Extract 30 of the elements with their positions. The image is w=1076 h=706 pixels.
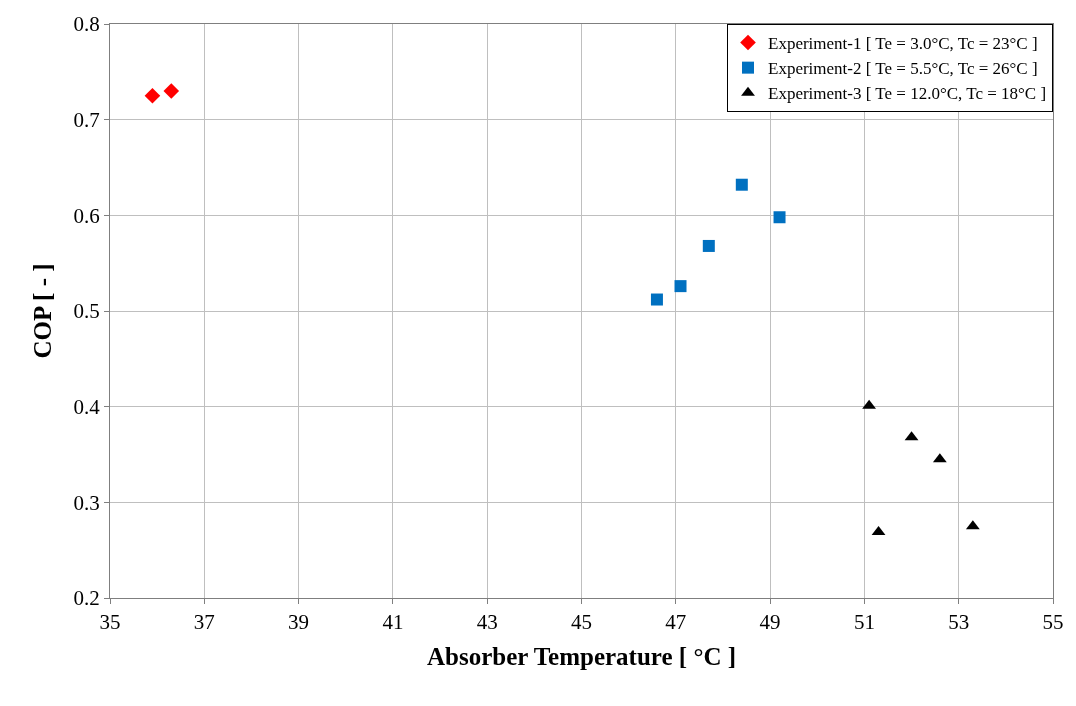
x-tick-label: 43 <box>476 610 498 635</box>
x-tick-label: 51 <box>853 610 875 635</box>
y-tick-label: 0.8 <box>73 12 100 37</box>
y-tick-label: 0.3 <box>73 490 100 515</box>
x-tick-label: 47 <box>665 610 687 635</box>
x-tick-label: 39 <box>288 610 310 635</box>
point <box>735 178 748 191</box>
legend-label: Experiment-2 [ Te = 5.5°C, Tc = 26°C ] <box>768 59 1038 79</box>
point <box>674 280 687 293</box>
legend-label: Experiment-1 [ Te = 3.0°C, Tc = 23°C ] <box>768 34 1038 54</box>
y-axis-title: COP [ - ] <box>29 263 57 359</box>
x-tick-label: 37 <box>193 610 215 635</box>
point <box>144 87 161 104</box>
x-tick-label: 55 <box>1042 610 1064 635</box>
point <box>773 211 786 224</box>
x-tick-label: 53 <box>948 610 970 635</box>
x-tick-label: 41 <box>382 610 404 635</box>
x-tick-label: 49 <box>759 610 781 635</box>
legend-label: Experiment-3 [ Te = 12.0°C, Tc = 18°C ] <box>768 84 1047 104</box>
y-tick-label: 0.4 <box>73 395 101 420</box>
x-axis-title: Absorber Temperature [ °C ] <box>426 643 737 671</box>
y-tick-label: 0.7 <box>73 108 100 133</box>
point <box>163 83 180 99</box>
x-tick-label: 45 <box>571 610 592 635</box>
y-tick-label: 0.5 <box>73 299 100 324</box>
point <box>650 293 663 306</box>
y-tick-label: 0.2 <box>73 586 100 611</box>
point <box>702 239 715 252</box>
x-tick-label: 35 <box>99 610 121 635</box>
y-tick-label: 0.6 <box>73 203 100 228</box>
